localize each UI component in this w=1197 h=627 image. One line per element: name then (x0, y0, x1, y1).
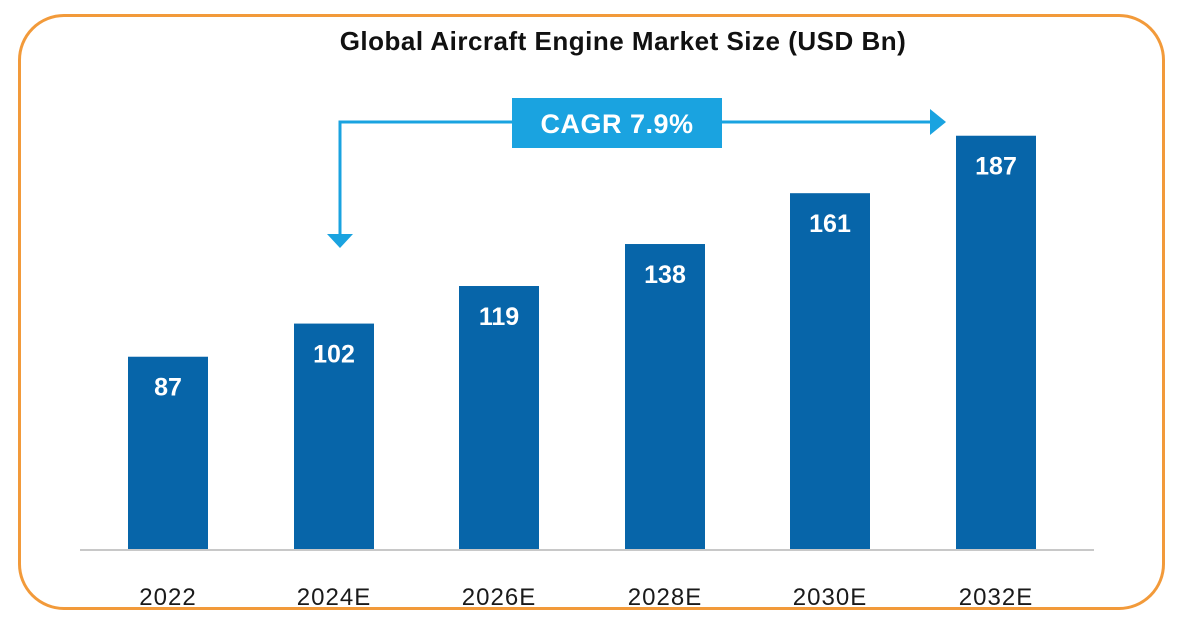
bar-2032E (956, 135, 1036, 550)
cagr-arrow-right-icon (930, 109, 946, 135)
bar-value-label: 102 (313, 341, 355, 369)
cagr-connector-line (338, 120, 932, 236)
chart-title: Global Aircraft Engine Market Size (USD … (340, 26, 907, 56)
bar-value-label: 138 (644, 261, 686, 289)
bar-2028E (625, 244, 705, 549)
x-tick-label: 2028E (628, 584, 702, 611)
bar-2024E (294, 323, 374, 549)
bars-layer: 87 2022 102 2024E 119 2026E 138 2028E 161 2030E 18… (128, 135, 1036, 611)
x-tick-label: 2026E (462, 584, 536, 611)
cagr-arrow-down-icon (327, 234, 353, 248)
cagr-badge (512, 98, 722, 148)
bar-2026E (459, 286, 539, 549)
bar-2030E (790, 193, 870, 549)
x-tick-label: 2024E (297, 584, 371, 611)
x-tick-label: 2032E (959, 584, 1033, 611)
cagr-annotation: CAGR 7.9% (327, 98, 946, 248)
bar-value-label: 161 (809, 210, 851, 238)
bar-value-label: 119 (479, 303, 519, 331)
x-tick-label: 2030E (793, 584, 867, 611)
cagr-label: CAGR 7.9% (540, 109, 693, 139)
x-tick-label: 2022 (139, 584, 196, 611)
bar-value-label: 187 (975, 153, 1017, 181)
bar-value-label: 87 (154, 374, 182, 402)
bar-2022 (128, 356, 208, 549)
